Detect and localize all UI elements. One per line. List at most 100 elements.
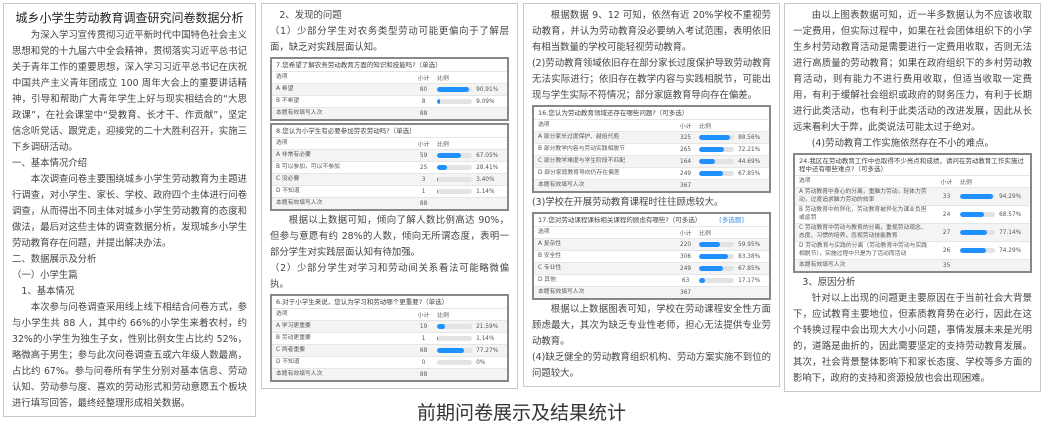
option-ratio: 94.29% (957, 194, 1030, 200)
ratio-bar (960, 230, 996, 235)
column-header: 小计 (417, 76, 430, 82)
column-header: 比例 (437, 76, 449, 82)
ratio-percent: 17.17% (738, 277, 761, 284)
option-label: B 部分教学内容与劳动实践相脱节 (538, 145, 625, 152)
multi-select-link[interactable]: [多选题] (719, 216, 744, 224)
section-heading: 1、基本情况 (12, 286, 75, 297)
option-ratio: 28.41% (434, 165, 507, 171)
option-ratio: 77.27% (434, 348, 507, 354)
option-label: D 其他 (538, 276, 556, 283)
ratio-bar (699, 254, 735, 259)
section-heading: 2、发现的问题 (270, 10, 342, 21)
option-count: 19 (419, 323, 428, 330)
option-count: 3 (421, 176, 426, 183)
table-total-row: 本题有效填写人次 88 (272, 107, 507, 119)
table-body: 选项 小计 比例 A 希望 80 90.91% B 不希望 8 9.09% 本题有效填写人次 88 (272, 71, 507, 119)
table-row: C 没必要 3 3.40% (272, 173, 507, 185)
question-text: 6.对于小学生来说，您认为学习和劳动哪个更重要?（单选） (276, 298, 449, 306)
option-count: 220 (680, 241, 692, 248)
paragraph: 根据以上数据可知，倾向了解人数比例高达 90%，但参与意愿有约 28%的人数，倾… (270, 215, 509, 258)
table-row: C 两者重要 68 77.27% (272, 344, 507, 356)
table-row: A 非常有必要 59 67.05% (272, 149, 507, 161)
option-label: B 可以参加，可以不参加 (276, 163, 340, 170)
ratio-percent: 0% (476, 359, 486, 366)
survey-table: 8.您认为小学生有必要参加劳农劳动吗?（单选） 选项 小计 比例 A 非常有必要 59 67… (270, 123, 509, 211)
ratio-bar (437, 360, 473, 365)
document-title: 城乡小学生劳动教育调查研究问卷数据分析 (15, 11, 244, 25)
question-text: 8.您认为小学生有必要参加劳农劳动吗?（单选） (276, 127, 416, 135)
table-body: 选项 小计 比例 A 非常有必要 59 67.05% B 可以参加，可以不参加 25 28.41… (272, 137, 507, 209)
column-header: 比例 (699, 231, 711, 237)
ratio-bar (437, 324, 473, 329)
ratio-percent: 44.69% (738, 158, 761, 165)
option-label: A 希望 (276, 85, 294, 92)
table-row: D 劳动教育与实践的分离（劳动教育中劳动与实践相脱节），实施过程中只是为了活动而… (795, 241, 1030, 259)
ratio-percent: 21.59% (476, 323, 499, 330)
paragraph: 本次参与问卷调查采用线上线下相结合问卷方式，参与小学生共 88 人，其中约 66… (12, 302, 247, 409)
option-count: 25 (419, 164, 428, 171)
option-ratio: 44.69% (696, 159, 769, 165)
option-label: D 劳动教育与实践的分离（劳动教育中劳动与实践相脱节），实施过程中只是为了活动而… (799, 243, 928, 257)
total-label: 本题有效填写人次 (276, 109, 323, 116)
ratio-percent: 67.85% (738, 265, 761, 272)
option-ratio: 67.85% (696, 171, 769, 177)
ratio-percent: 1.14% (476, 188, 495, 195)
total-count: 88 (419, 200, 428, 207)
option-label: D 不知道 (276, 358, 300, 365)
option-ratio: 3.40% (434, 177, 507, 183)
table-row: C 部分教学难度与学生阶段不匹配 164 44.69% (534, 155, 769, 167)
option-label: B 安全性 (538, 252, 562, 259)
table-question: 16.您认为劳动教育领域还存在哪些问题?（可多选） (534, 107, 769, 119)
table-row: A 劳动教育中身心的分离，重脑力劳动，轻体力劳动，过度追求脑力劳动的效率 33 94… (795, 187, 1030, 205)
table-body: 选项 小计 比例 A 部分家长过度保护、越俎代庖 325 88.56% B 部分教学内容与劳… (534, 119, 769, 191)
ratio-percent: 59.95% (738, 241, 761, 248)
option-ratio: 77.14% (957, 230, 1030, 236)
option-ratio: 59.95% (696, 242, 769, 248)
section-heading: 二、数据展示及分析 (12, 254, 97, 265)
ratio-bar-fill (699, 266, 723, 271)
total-count: 35 (942, 262, 951, 269)
option-count: 325 (680, 134, 692, 141)
option-count: 1 (421, 335, 426, 342)
ratio-bar-fill (437, 153, 461, 158)
ratio-bar-fill (437, 165, 448, 170)
option-count: 8 (421, 98, 426, 105)
table-row: B 安全性 306 83.38% (534, 250, 769, 262)
ratio-bar (437, 99, 473, 104)
ratio-bar (960, 248, 996, 253)
section-heading: （一）小学生篇 (12, 270, 78, 281)
ratio-bar-fill (960, 212, 985, 217)
ratio-bar-fill (960, 248, 987, 253)
ratio-bar (437, 348, 473, 353)
column-header: 比例 (437, 142, 449, 148)
paragraph: 本次调查问卷主要围绕城乡小学生劳动教育为主题进行调查，对小学生、家长、学校、政府… (12, 174, 247, 249)
option-ratio: 68.57% (957, 212, 1030, 218)
option-ratio: 74.29% (957, 248, 1030, 254)
option-ratio: 67.05% (434, 153, 507, 159)
table-header-row: 选项 小计 比例 (795, 175, 1030, 187)
ratio-percent: 94.29% (999, 193, 1022, 200)
option-ratio: 21.59% (434, 324, 507, 330)
table-row: C 专业性 249 67.85% (534, 262, 769, 274)
option-label: D 不知道 (276, 187, 300, 194)
ratio-bar (699, 159, 735, 164)
survey-table: 6.对于小学生来说，您认为学习和劳动哪个更重要?（单选） 选项 小计 比例 A 学习更重… (270, 294, 509, 382)
total-count: 88 (419, 110, 428, 117)
total-count: 88 (419, 371, 428, 378)
option-ratio: 67.85% (696, 266, 769, 272)
table-body: 选项 小计 比例 A 复杂性 220 59.95% B 安全性 306 83.38% C 专业性 2… (534, 226, 769, 298)
table-row: A 希望 80 90.91% (272, 83, 507, 95)
column-header: 比例 (699, 124, 711, 130)
ratio-bar-fill (437, 177, 439, 182)
column-header: 选项 (276, 139, 288, 146)
paragraph: (4)劳动教育工作实施依然存在不小的难点。 (811, 138, 994, 149)
ratio-bar (437, 165, 473, 170)
question-text: 16.您认为劳动教育领域还存在哪些问题?（可多选） (538, 109, 689, 117)
option-label: B 不希望 (276, 97, 300, 104)
table-total-row: 本题有效填写人次 88 (272, 368, 507, 380)
ratio-bar-fill (437, 324, 445, 329)
ratio-bar (437, 153, 473, 158)
ratio-percent: 77.14% (999, 229, 1022, 236)
ratio-bar-fill (699, 135, 731, 140)
paragraph: （1）少部分学生对农务类型劳动可能更偏向于了解层面，缺乏对实践层面认知。 (270, 26, 509, 53)
